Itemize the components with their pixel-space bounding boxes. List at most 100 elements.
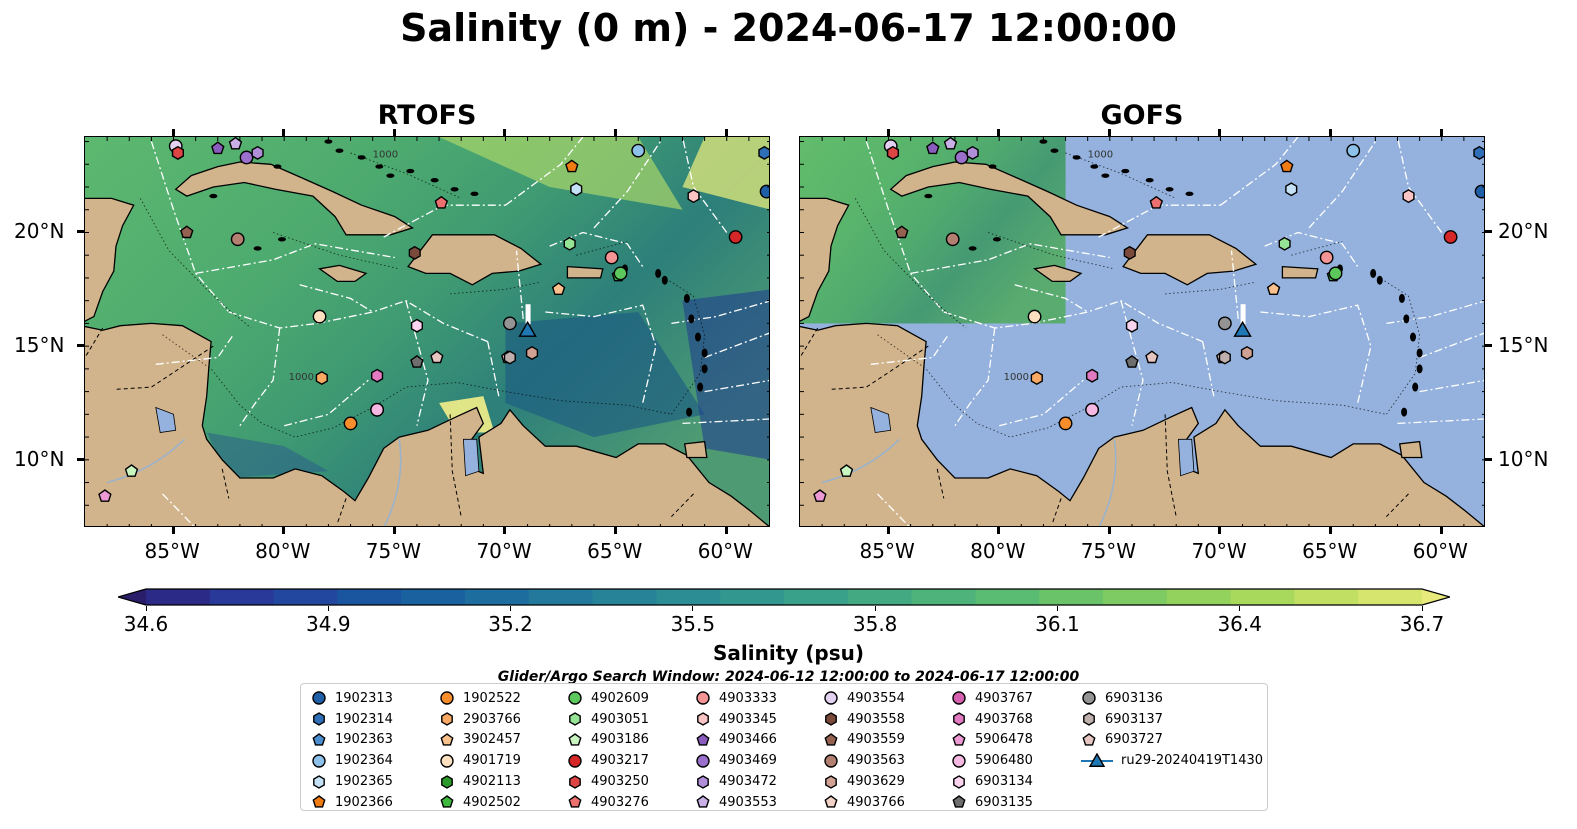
- legend-marker-icon: [825, 774, 837, 789]
- legend-symbol: [313, 712, 325, 726]
- colorbar-bin: [1358, 589, 1423, 605]
- eez-boundary: [1260, 304, 1372, 404]
- legend-marker-icon: [441, 712, 453, 726]
- river: [1098, 439, 1117, 526]
- lon-tick-label: 60°W: [1412, 539, 1468, 563]
- figure-title: Salinity (0 m) - 2024-06-17 12:00:00: [400, 6, 1177, 50]
- eez-boundary: [195, 243, 395, 275]
- eez-boundary: [999, 379, 1084, 427]
- legend-marker-icon: [569, 774, 581, 789]
- legend-item: 5906478: [951, 730, 1033, 751]
- lat-major-tick: [77, 457, 84, 461]
- legend-symbol: [1082, 691, 1096, 706]
- legend-symbol: [312, 733, 326, 746]
- legend-symbol: [568, 754, 582, 768]
- island: [683, 293, 690, 303]
- salinity-patch: [682, 289, 769, 460]
- colorbar: [115, 588, 1453, 606]
- float-5906478: [813, 489, 827, 502]
- legend-marker-icon: [312, 733, 326, 746]
- island: [992, 237, 1001, 242]
- eez-boundary: [704, 332, 769, 359]
- eez-boundary: [239, 327, 281, 427]
- legend-marker-icon: [568, 754, 582, 768]
- lon-major-tick: [1439, 527, 1443, 534]
- eez-boundary: [1397, 418, 1484, 425]
- legend-marker-icon: [1081, 752, 1113, 767]
- float-5906480: [1085, 402, 1100, 417]
- float-6903137: [1218, 350, 1231, 365]
- float-1902366: [565, 159, 579, 173]
- lon-major-tick: [1107, 527, 1111, 534]
- eez-boundary: [1396, 137, 1443, 233]
- legend-item: 4903186: [567, 730, 649, 751]
- legend-marker-icon: [1082, 733, 1096, 746]
- legend-symbol: [952, 795, 966, 808]
- legend-symbol: [440, 795, 454, 808]
- legend-marker-icon: [824, 754, 838, 768]
- float-2903766: [1030, 370, 1043, 386]
- float-4901719: [312, 309, 327, 324]
- float-1902314: [758, 145, 769, 160]
- lon-major-tick: [392, 527, 396, 534]
- colorbar-tick-label: 34.9: [306, 612, 351, 636]
- lon-major-tick: [503, 129, 507, 136]
- lon-major-tick: [886, 527, 890, 534]
- salinity-patch: [800, 137, 1066, 324]
- eez-boundary: [877, 493, 910, 526]
- eez-boundary: [545, 304, 657, 404]
- float-4903768: [371, 368, 384, 383]
- float-6903727: [1145, 350, 1159, 364]
- float-4903559: [895, 225, 909, 239]
- lon-major-tick: [1329, 129, 1333, 136]
- island: [277, 237, 286, 242]
- legend-symbol: [312, 795, 326, 808]
- colorbar-bin: [146, 589, 211, 605]
- legend-marker-icon: [696, 691, 710, 706]
- legend-symbol: [568, 733, 582, 746]
- lon-major-tick: [997, 527, 1001, 534]
- float-1902364: [1346, 143, 1361, 158]
- legend-marker-icon: [696, 733, 710, 746]
- eez-boundary: [1419, 379, 1484, 393]
- float-1902366: [1280, 159, 1294, 173]
- legend-symbol: [568, 795, 582, 808]
- island: [1398, 293, 1405, 303]
- bathymetry-contour: [162, 334, 373, 438]
- legend-label: 1902365: [335, 774, 393, 790]
- legend-item: 4903051: [567, 709, 649, 730]
- legend-column: 4903767 4903768 5906478 5906480 6903134 69031…: [951, 688, 1033, 813]
- float-6903727: [430, 350, 444, 364]
- lat-tick-label-left: 20°N: [14, 219, 65, 244]
- panel-title-rtofs: RTOFS: [377, 100, 477, 131]
- eez-boundary: [1308, 141, 1376, 229]
- float-4903563: [230, 232, 245, 247]
- legend-item: 4903766: [823, 792, 905, 813]
- island: [701, 364, 708, 374]
- float-1902365: [1285, 182, 1298, 197]
- legend-item: 4903629: [823, 771, 905, 792]
- legend-symbol: [825, 774, 837, 789]
- country-border: [1051, 498, 1062, 524]
- lon-major-tick: [614, 129, 618, 136]
- legend-symbol: [696, 795, 710, 808]
- legend-marker-icon: [440, 733, 454, 746]
- colorbar-bin: [784, 589, 849, 605]
- bathymetry-contour: [576, 241, 628, 256]
- legend-label: 4903553: [719, 794, 777, 810]
- legend: 1902313 1902314 1902363 1902364 1902365 19023…: [300, 683, 1268, 811]
- eez-boundary: [910, 243, 1110, 275]
- legend-symbol: [697, 712, 709, 726]
- legend-label: 5906478: [975, 732, 1033, 748]
- glider-track: [525, 304, 531, 325]
- country-border: [936, 468, 945, 499]
- island: [450, 187, 459, 192]
- bathymetry-contour: [877, 334, 1088, 438]
- lat-tick-label-right: 20°N: [1498, 219, 1549, 244]
- lon-tick-label: 60°W: [697, 539, 753, 563]
- float-4903466: [926, 141, 940, 155]
- legend-label: 4901719: [463, 753, 521, 769]
- float-3902457: [1266, 282, 1281, 296]
- island: [1416, 364, 1423, 374]
- float-4903186: [124, 464, 139, 477]
